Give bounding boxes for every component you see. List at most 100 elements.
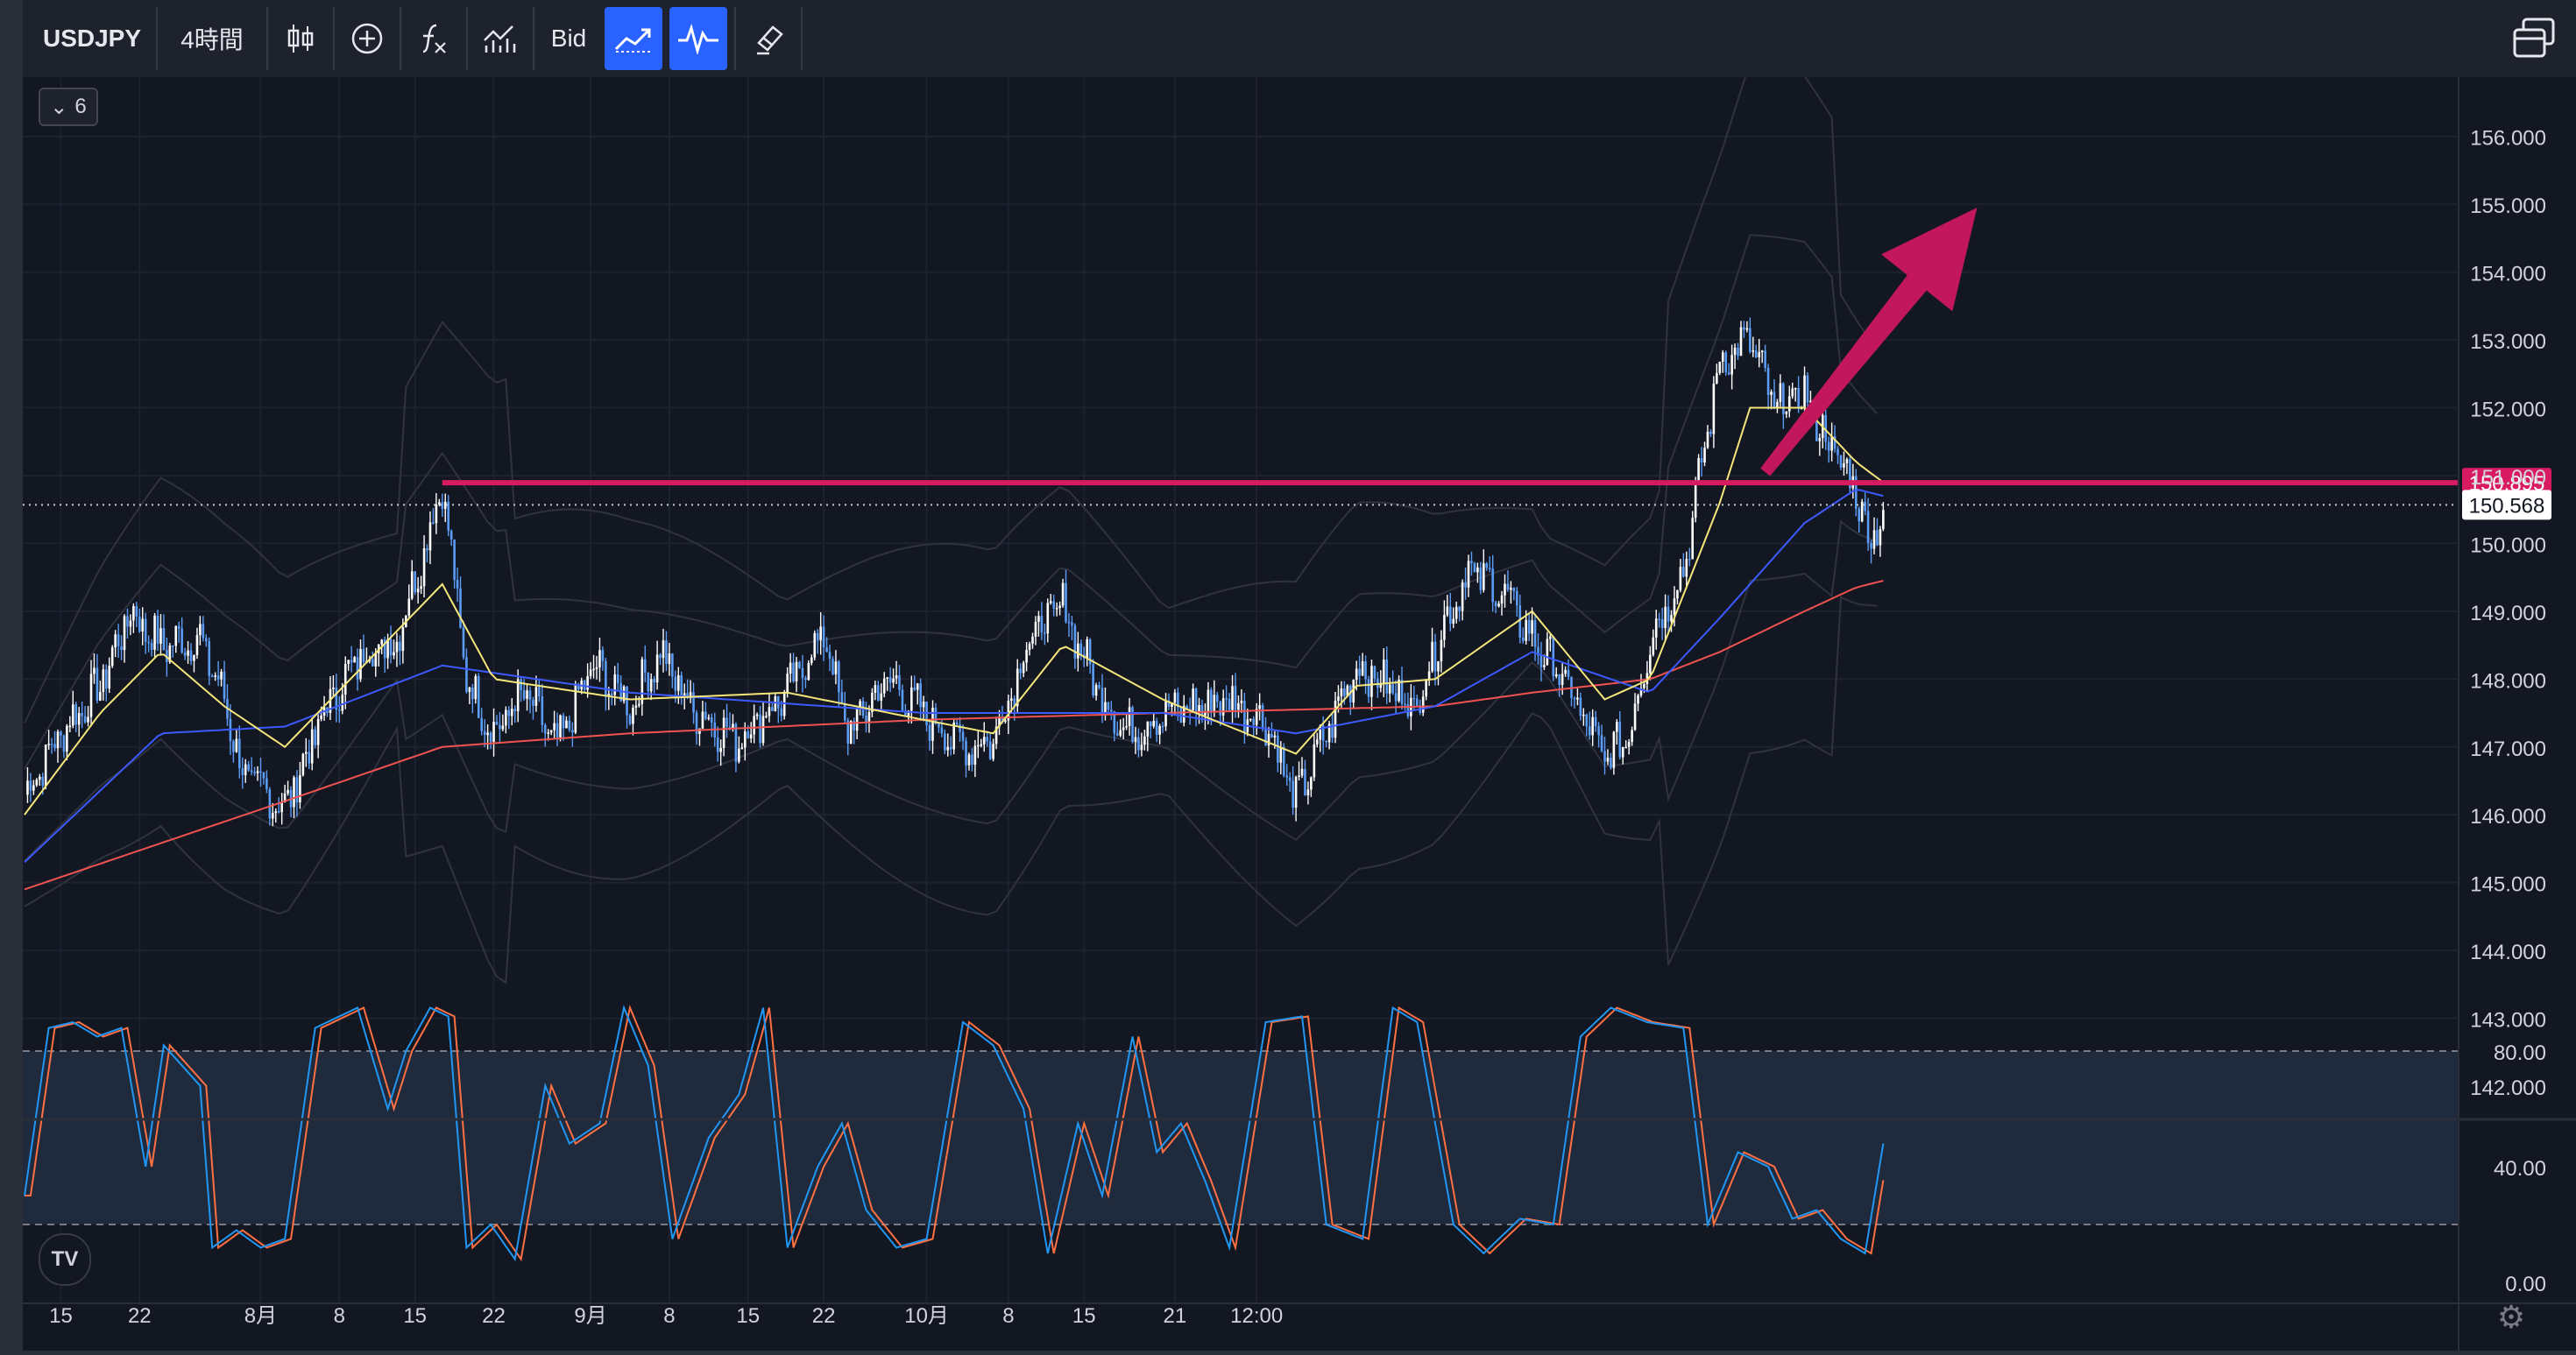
candle-body [35,780,39,786]
candle [1225,685,1228,712]
candle [1348,684,1352,716]
candle [159,614,162,655]
candle-body [998,717,1001,727]
candle-body [1055,608,1058,610]
candle-body [671,653,674,677]
candle-body [1207,689,1210,712]
candle-body [1497,603,1500,607]
price-source-button[interactable]: Bid [550,25,587,52]
candle [66,723,68,761]
candle-body [1452,618,1455,625]
candle-body [541,696,544,725]
candle-body [738,748,740,762]
candle-body [1716,372,1718,384]
indicator-collapse-button[interactable]: ⌄ 6 [39,88,98,126]
candle [1327,720,1331,750]
candle [832,655,834,676]
candle [1340,681,1343,710]
candle [353,655,356,663]
candle [595,655,598,680]
candle-body [420,586,422,589]
candle [1192,683,1194,711]
candle-body [1092,664,1094,696]
candle [1476,562,1479,583]
gear-icon[interactable]: ⚙ [2496,1299,2526,1335]
eraser-icon[interactable] [741,7,796,70]
candle-body [453,539,456,581]
candle [1549,633,1552,652]
candle [668,642,671,676]
candle-body [520,679,522,691]
candle [616,662,619,690]
bar-chart-icon[interactable] [473,7,527,70]
candle-body [310,729,314,764]
candle [1143,730,1146,751]
candle [949,736,952,756]
bollinger-band-line [24,519,1878,862]
y-tick-label: 149.000 [2470,602,2546,625]
candle-body [1658,618,1660,620]
toolbar-divider [533,7,534,70]
interval-button[interactable]: 4時間 [180,26,244,53]
candle-body [1770,392,1773,395]
candle [1427,661,1431,687]
candlestick-icon[interactable] [273,7,328,70]
candle-body [1670,615,1673,622]
candle [704,702,707,721]
candle-body [238,738,241,769]
candle [486,723,489,750]
candle [541,683,544,733]
candle [1288,772,1292,792]
chart-area[interactable]: 150.895 150.568 80.00 40.00 0.00 156.000 155… [0,61,2576,1351]
candle [1425,679,1427,701]
candle-body [765,716,768,717]
candle [1554,667,1558,679]
candle [1582,708,1585,726]
candle [1849,455,1851,495]
candle [665,631,668,672]
candle [1706,425,1709,449]
candle-body [99,691,102,701]
candle-body [26,780,29,795]
candle-body [1304,768,1306,796]
candle [643,645,647,683]
candle-body [1007,701,1010,721]
windows-icon[interactable] [2509,14,2558,63]
candle-body [1200,704,1204,716]
candle [1616,718,1618,745]
candle-body [649,679,653,692]
x-tick-label: 12:00 [1230,1304,1283,1328]
plus-circle-icon[interactable] [340,7,394,70]
candle [1749,317,1752,354]
candle-body [659,654,662,659]
pulse-icon[interactable] [669,7,727,70]
candle-body [565,720,568,729]
candle [195,627,199,660]
candle-body [1845,459,1849,463]
candle [1061,578,1065,608]
candle [1567,659,1570,681]
candle-body [1319,725,1322,740]
candle-body [867,711,871,723]
candle-body [662,640,665,659]
candle [865,702,867,733]
candle [1660,607,1664,640]
candle [1843,451,1845,476]
candle-body [117,634,120,646]
fx-icon[interactable] [407,7,461,70]
candle-body [247,764,250,771]
candle-body [1113,711,1116,734]
tradingview-logo[interactable]: TV [39,1233,91,1286]
candle [1510,581,1512,604]
symbol-button[interactable]: USDJPY [42,25,142,52]
candle-body [853,721,855,731]
candle-body [704,711,707,719]
candle [1718,361,1722,376]
candle [489,730,492,750]
candle [1458,605,1461,622]
up-arrow-annotation[interactable] [1760,208,1978,476]
toolbar-divider [400,7,401,70]
trend-line-icon[interactable] [605,7,662,70]
candle [372,651,374,667]
